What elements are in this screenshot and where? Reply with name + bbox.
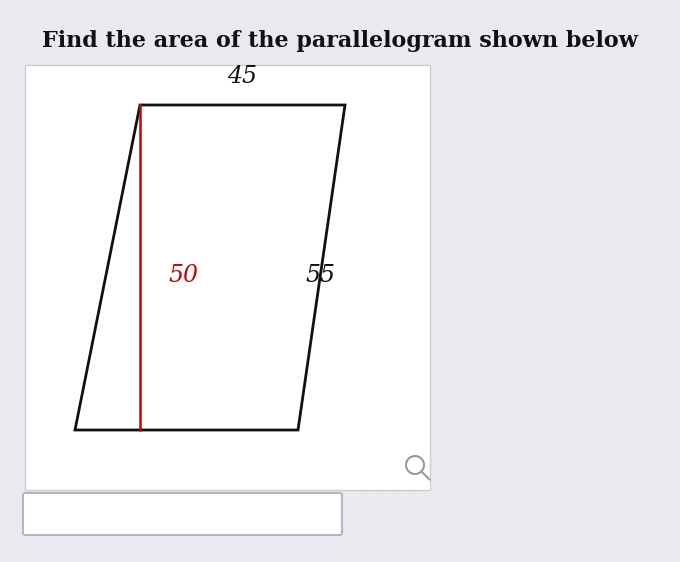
FancyBboxPatch shape (23, 493, 342, 535)
Text: Find the area of the parallelogram shown below: Find the area of the parallelogram shown… (42, 30, 638, 52)
FancyBboxPatch shape (25, 65, 430, 490)
Text: 55: 55 (305, 264, 335, 287)
Text: 50: 50 (168, 264, 198, 287)
Text: 45: 45 (227, 65, 257, 88)
